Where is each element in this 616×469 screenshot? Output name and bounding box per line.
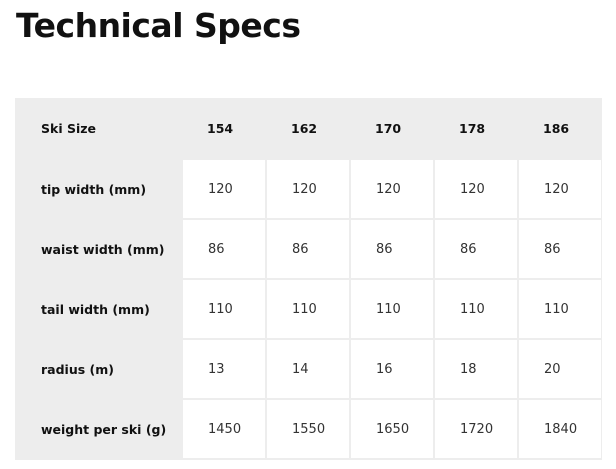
table-cell: 20 — [519, 340, 601, 398]
row-label: radius (m) — [41, 361, 114, 377]
table-cell: 86 — [267, 220, 349, 278]
table-cell: 110 — [435, 280, 517, 338]
table-cell: 110 — [351, 280, 433, 338]
table-cell: 110 — [267, 280, 349, 338]
header-ski-size: 186 — [543, 120, 570, 136]
table-cell: 120 — [351, 160, 433, 218]
table-cell: 86 — [183, 220, 265, 278]
table-cell: 1650 — [351, 400, 433, 458]
table-cell: 14 — [267, 340, 349, 398]
header-label: Ski Size — [41, 120, 96, 136]
row-label: waist width (mm) — [41, 241, 165, 257]
table-cell: 1840 — [519, 400, 601, 458]
header-ski-size: 178 — [459, 120, 486, 136]
table-cell: 86 — [435, 220, 517, 278]
row-label: tip width (mm) — [41, 181, 147, 197]
specs-table: Ski Size 154 162 170 178 186 tip width (mm) 120… — [15, 98, 602, 460]
table-cell: 18 — [435, 340, 517, 398]
header-ski-size: 162 — [291, 120, 318, 136]
table-cell: 110 — [519, 280, 601, 338]
header-ski-size: 170 — [375, 120, 402, 136]
table-cell: 86 — [519, 220, 601, 278]
row-label: tail width (mm) — [41, 301, 150, 317]
table-cell: 120 — [183, 160, 265, 218]
table-cell: 1550 — [267, 400, 349, 458]
page-title: Technical Specs — [16, 6, 301, 45]
table-cell: 110 — [183, 280, 265, 338]
table-cell: 120 — [519, 160, 601, 218]
table-cell: 1450 — [183, 400, 265, 458]
table-cell: 13 — [183, 340, 265, 398]
table-cell: 120 — [267, 160, 349, 218]
table-cell: 1720 — [435, 400, 517, 458]
table-cell: 16 — [351, 340, 433, 398]
header-ski-size: 154 — [207, 120, 234, 136]
table-cell: 120 — [435, 160, 517, 218]
table-cell: 86 — [351, 220, 433, 278]
row-label: weight per ski (g) — [41, 421, 167, 437]
